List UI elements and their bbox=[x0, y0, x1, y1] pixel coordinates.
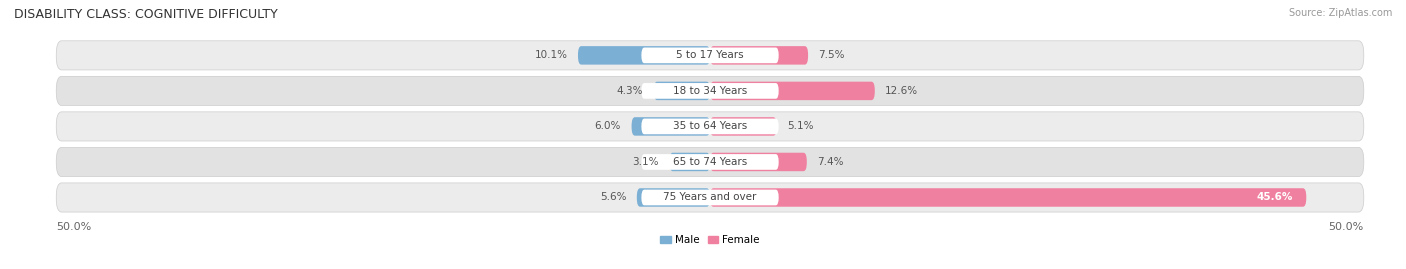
Text: 5 to 17 Years: 5 to 17 Years bbox=[676, 50, 744, 60]
Text: 50.0%: 50.0% bbox=[56, 222, 91, 232]
FancyBboxPatch shape bbox=[641, 190, 779, 205]
FancyBboxPatch shape bbox=[641, 119, 779, 134]
Text: 12.6%: 12.6% bbox=[886, 86, 918, 96]
FancyBboxPatch shape bbox=[710, 188, 1306, 207]
Text: 10.1%: 10.1% bbox=[534, 50, 568, 60]
Text: 18 to 34 Years: 18 to 34 Years bbox=[673, 86, 747, 96]
Text: 5.6%: 5.6% bbox=[600, 193, 626, 203]
FancyBboxPatch shape bbox=[637, 188, 710, 207]
FancyBboxPatch shape bbox=[56, 41, 1364, 70]
Text: 3.1%: 3.1% bbox=[633, 157, 659, 167]
FancyBboxPatch shape bbox=[654, 82, 710, 100]
Text: 7.4%: 7.4% bbox=[817, 157, 844, 167]
FancyBboxPatch shape bbox=[641, 83, 779, 99]
FancyBboxPatch shape bbox=[641, 48, 779, 63]
Text: 4.3%: 4.3% bbox=[617, 86, 644, 96]
Text: 75 Years and over: 75 Years and over bbox=[664, 193, 756, 203]
FancyBboxPatch shape bbox=[710, 46, 808, 65]
FancyBboxPatch shape bbox=[56, 147, 1364, 176]
Text: DISABILITY CLASS: COGNITIVE DIFFICULTY: DISABILITY CLASS: COGNITIVE DIFFICULTY bbox=[14, 8, 278, 21]
FancyBboxPatch shape bbox=[669, 153, 710, 171]
Text: 45.6%: 45.6% bbox=[1257, 193, 1294, 203]
FancyBboxPatch shape bbox=[56, 112, 1364, 141]
Text: 6.0%: 6.0% bbox=[595, 121, 621, 132]
FancyBboxPatch shape bbox=[631, 117, 710, 136]
Text: 7.5%: 7.5% bbox=[818, 50, 845, 60]
FancyBboxPatch shape bbox=[578, 46, 710, 65]
Legend: Male, Female: Male, Female bbox=[657, 231, 763, 249]
FancyBboxPatch shape bbox=[710, 117, 776, 136]
Text: 50.0%: 50.0% bbox=[1329, 222, 1364, 232]
Text: 5.1%: 5.1% bbox=[787, 121, 814, 132]
FancyBboxPatch shape bbox=[710, 82, 875, 100]
Text: 65 to 74 Years: 65 to 74 Years bbox=[673, 157, 747, 167]
FancyBboxPatch shape bbox=[641, 154, 779, 170]
Text: Source: ZipAtlas.com: Source: ZipAtlas.com bbox=[1288, 8, 1392, 18]
FancyBboxPatch shape bbox=[56, 76, 1364, 105]
FancyBboxPatch shape bbox=[56, 183, 1364, 212]
Text: 35 to 64 Years: 35 to 64 Years bbox=[673, 121, 747, 132]
FancyBboxPatch shape bbox=[710, 153, 807, 171]
